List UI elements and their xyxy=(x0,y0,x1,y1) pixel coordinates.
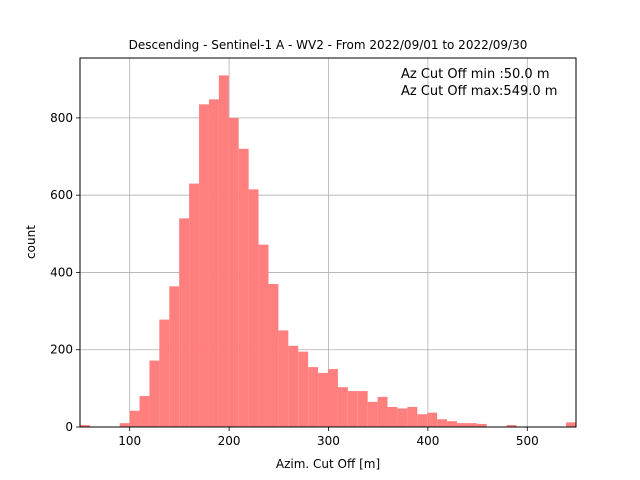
histogram-bar xyxy=(566,422,576,427)
histogram-bar xyxy=(337,387,348,427)
y-axis-label: count xyxy=(24,225,38,259)
histogram-bar xyxy=(407,406,418,427)
histogram-bar xyxy=(238,148,249,428)
y-tick-label: 800 xyxy=(50,111,73,125)
histogram-bar xyxy=(377,396,388,427)
x-tick-label: 300 xyxy=(317,434,340,448)
histogram-bar xyxy=(218,75,229,427)
y-tick-label: 600 xyxy=(50,188,73,202)
histogram-bar xyxy=(447,421,457,427)
annotation-max: Az Cut Off max:549.0 m xyxy=(401,84,557,99)
histogram-bar xyxy=(268,284,279,427)
plot-frame xyxy=(79,57,577,428)
histogram-bar xyxy=(189,183,200,427)
histogram-bar xyxy=(298,351,309,427)
x-axis-ticks: 100 200 300 400 500 xyxy=(118,427,539,448)
histogram-bar xyxy=(179,218,190,427)
histogram-bar xyxy=(427,412,438,427)
chart-title: Descending - Sentinel-1 A - WV2 - From 2… xyxy=(129,38,528,52)
x-axis-label: Azim. Cut Off [m] xyxy=(276,457,380,471)
histogram-bar xyxy=(288,345,299,427)
histogram-bar xyxy=(199,104,209,428)
histogram-bar xyxy=(129,410,140,427)
histogram-bar xyxy=(119,423,130,427)
histogram-bar xyxy=(397,408,408,427)
histogram-bar xyxy=(328,369,338,427)
histogram-bar xyxy=(308,367,319,427)
histogram-bar xyxy=(159,319,170,427)
histogram-bar xyxy=(80,425,90,427)
histogram-bar xyxy=(456,423,467,427)
histogram-bar xyxy=(367,401,378,427)
x-tick-label: 500 xyxy=(516,434,539,448)
y-tick-label: 400 xyxy=(50,265,73,279)
x-tick-label: 400 xyxy=(416,434,439,448)
histogram-bar xyxy=(387,406,398,427)
histogram-bar xyxy=(417,414,428,427)
histogram-bar xyxy=(437,419,448,427)
x-tick-label: 100 xyxy=(118,434,141,448)
histogram-bar xyxy=(149,360,160,427)
histogram-bar xyxy=(248,189,259,427)
bars xyxy=(80,75,576,428)
histogram-bar xyxy=(357,391,368,427)
y-tick-label: 200 xyxy=(50,343,73,357)
histogram-bar xyxy=(476,423,487,427)
annotation-min: Az Cut Off min :50.0 m xyxy=(401,67,549,82)
histogram-bar xyxy=(208,99,219,428)
histogram-bar xyxy=(347,391,358,427)
y-tick-label: 0 xyxy=(65,420,73,434)
histogram-bar xyxy=(139,396,150,427)
histogram-bar xyxy=(258,244,269,427)
x-tick-label: 200 xyxy=(218,434,241,448)
histogram-bar xyxy=(228,117,239,428)
histogram-bar xyxy=(278,330,289,427)
histogram-bar xyxy=(466,423,477,427)
histogram-bar xyxy=(318,372,328,427)
histogram-bar xyxy=(506,425,517,427)
histogram-bar xyxy=(169,286,180,427)
y-axis-ticks: 0 200 400 600 800 xyxy=(50,111,80,434)
